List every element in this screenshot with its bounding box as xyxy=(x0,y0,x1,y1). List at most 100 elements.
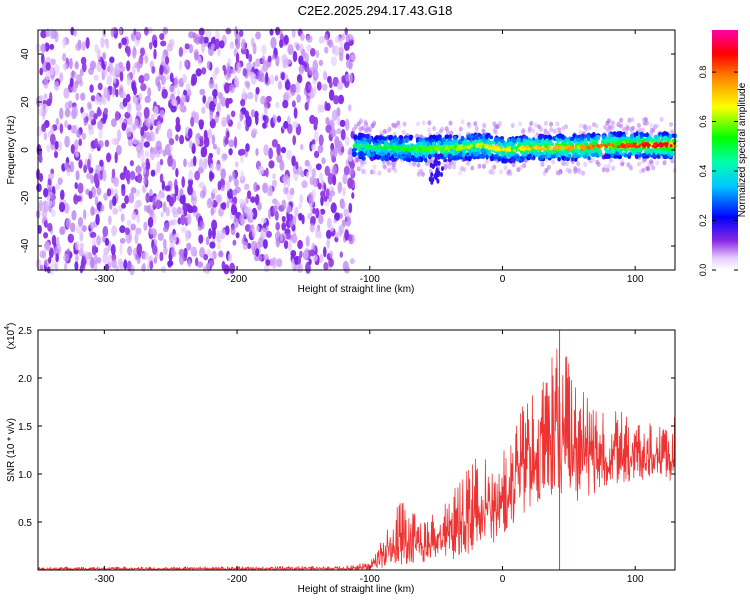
spectrogram-cell xyxy=(603,124,608,130)
spectrogram-cell xyxy=(551,159,556,165)
spectrogram-cell xyxy=(414,157,419,162)
spectrogram-peak xyxy=(539,146,542,150)
spectrogram-cell xyxy=(175,116,180,126)
spectrogram-cell xyxy=(620,157,625,163)
spectrogram-cell xyxy=(623,153,627,158)
spectrogram-cell xyxy=(265,167,269,178)
spectrogram-peak xyxy=(548,144,552,148)
spectrogram-peak xyxy=(484,145,488,149)
spectrogram-cell xyxy=(239,214,245,225)
spectrogram-cell xyxy=(315,49,320,59)
spectrogram-cell xyxy=(448,164,452,170)
spectrogram-cell xyxy=(96,106,101,117)
spectrogram-peak xyxy=(360,144,363,148)
spectrogram-cell xyxy=(70,222,76,233)
spectrogram-cell xyxy=(64,120,68,128)
spectrogram-cell xyxy=(532,154,536,160)
spectrogram-peak xyxy=(494,148,498,152)
spectrogram-cell xyxy=(271,256,278,269)
snr-series-line xyxy=(37,348,676,571)
spectrogram-cell xyxy=(351,127,356,133)
colorbar-tick-label: 0.2 xyxy=(698,214,708,227)
spectrogram-cell xyxy=(324,165,330,176)
spectrogram-cell xyxy=(618,150,623,155)
spectrogram-cell xyxy=(104,263,109,272)
spectrogram-cell xyxy=(383,136,387,142)
snr-y-tick-label: 2.5 xyxy=(18,326,32,337)
spectrogram-cell xyxy=(279,234,284,242)
spectrogram-cell xyxy=(345,73,350,82)
spectrogram-cell xyxy=(664,131,669,136)
spectrogram-cell xyxy=(233,196,238,205)
spectrogram-cell xyxy=(170,38,175,47)
spectrogram-cell xyxy=(94,93,100,106)
spectrogram-cell xyxy=(187,161,192,168)
spectrogram-cell xyxy=(289,84,296,96)
spectrogram-cell xyxy=(121,183,126,191)
spectrogram-cell xyxy=(62,37,67,48)
spectrogram-cell xyxy=(289,187,295,196)
spectrogram-cell xyxy=(47,173,55,180)
spectrogram-cell xyxy=(78,138,82,146)
spectrogram-cell xyxy=(211,219,218,231)
spectrogram-cell xyxy=(245,143,250,152)
spectrogram-cell xyxy=(201,106,206,114)
spectrogram-cell xyxy=(49,28,55,40)
spectrogram-cell xyxy=(214,114,219,124)
spectrogram-cell xyxy=(301,48,306,59)
spectrogram-cell xyxy=(118,42,122,49)
spectrogram-cell xyxy=(628,152,632,156)
spectrogram-cell xyxy=(176,89,181,96)
spectrogram-cell xyxy=(438,128,443,134)
spectrogram-cell xyxy=(144,56,149,64)
spectrogram-cell xyxy=(130,223,136,231)
spectrogram-cell xyxy=(108,254,112,266)
spectrogram-cell xyxy=(371,151,375,157)
spectrogram-cell xyxy=(63,253,70,263)
spectrogram-cell xyxy=(234,79,239,88)
spectrogram-cell xyxy=(217,180,222,191)
spectrogram-cell xyxy=(662,154,668,160)
spectrogram-cell xyxy=(387,161,392,167)
spectrogram-cell xyxy=(275,26,281,36)
spectrogram-cell xyxy=(194,111,200,124)
spectrogram-cell xyxy=(138,74,145,84)
colorbar-gradient xyxy=(712,30,738,270)
spectrogram-cell xyxy=(221,116,227,127)
spectrogram-cell xyxy=(384,140,388,145)
spectrogram-cell xyxy=(387,167,392,173)
spectrogram-x-tick-label: 0 xyxy=(500,274,506,285)
spectrogram-cell xyxy=(183,247,188,258)
spectrogram-cell xyxy=(156,161,161,174)
spectrogram-cell xyxy=(76,195,82,202)
spectrogram-cell xyxy=(199,189,206,199)
spectrogram-cell xyxy=(462,157,466,162)
spectrogram-cell xyxy=(255,58,261,68)
spectrogram-cell xyxy=(376,155,381,160)
spectrogram-cell xyxy=(290,250,297,258)
spectrogram-cell xyxy=(188,43,194,54)
spectrogram-cell xyxy=(168,219,175,226)
spectrogram-peak xyxy=(470,144,474,147)
spectrogram-cell xyxy=(43,93,48,100)
spectrogram-cell xyxy=(386,152,391,157)
spectrogram-cell xyxy=(103,192,108,201)
spectrogram-cell xyxy=(145,192,150,204)
spectrogram-cell xyxy=(228,252,233,263)
spectrogram-cell xyxy=(590,133,595,139)
spectrogram-cell xyxy=(287,240,293,252)
spectrogram-cell xyxy=(295,161,299,170)
spectrogram-cell xyxy=(252,42,257,55)
spectrogram-cell xyxy=(296,94,301,103)
spectrogram-cell xyxy=(645,132,649,138)
spectrogram-cell xyxy=(608,157,613,163)
spectrogram-cell xyxy=(93,74,99,81)
spectrogram-cell xyxy=(462,153,466,158)
spectrogram-cell xyxy=(105,42,110,49)
spectrogram-cell xyxy=(526,140,531,145)
spectrogram-cell xyxy=(398,135,404,140)
spectrogram-cell xyxy=(382,164,387,170)
spectrogram-cell xyxy=(432,134,437,140)
spectrogram-cell xyxy=(120,213,125,223)
spectrogram-cell xyxy=(345,216,352,227)
